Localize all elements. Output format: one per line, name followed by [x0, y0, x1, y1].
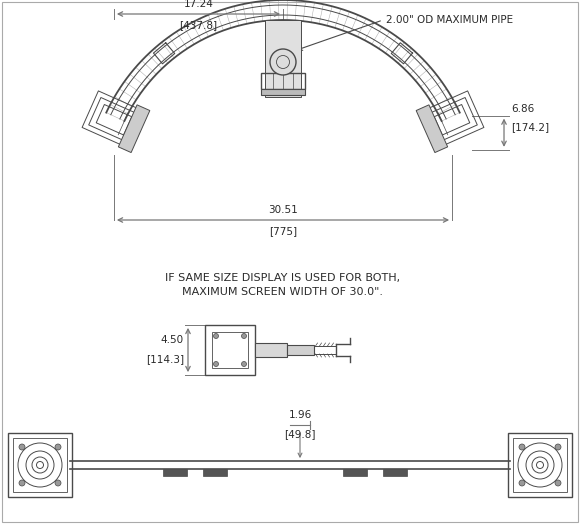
Bar — [203, 469, 227, 476]
Circle shape — [55, 444, 61, 450]
Bar — [13, 438, 67, 492]
Text: 30.51: 30.51 — [268, 205, 298, 215]
Circle shape — [555, 480, 561, 486]
Bar — [508, 433, 572, 497]
Circle shape — [213, 333, 219, 339]
Text: 4.50: 4.50 — [161, 335, 184, 345]
Text: 2.00" OD MAXIMUM PIPE: 2.00" OD MAXIMUM PIPE — [386, 15, 513, 25]
Circle shape — [241, 362, 246, 366]
Text: [114.3]: [114.3] — [146, 354, 184, 364]
Text: [49.8]: [49.8] — [284, 429, 316, 439]
Circle shape — [19, 444, 25, 450]
Text: [437.8]: [437.8] — [179, 20, 218, 30]
Circle shape — [213, 362, 219, 366]
Bar — [212, 332, 248, 368]
Bar — [8, 433, 72, 497]
Bar — [383, 469, 407, 476]
Text: MAXIMUM SCREEN WIDTH OF 30.0".: MAXIMUM SCREEN WIDTH OF 30.0". — [183, 287, 383, 297]
Circle shape — [519, 444, 525, 450]
Circle shape — [519, 480, 525, 486]
Bar — [205, 325, 255, 375]
Circle shape — [270, 49, 296, 75]
Bar — [265, 20, 301, 97]
Circle shape — [55, 480, 61, 486]
Circle shape — [555, 444, 561, 450]
Bar — [261, 89, 305, 95]
Text: 1.96: 1.96 — [288, 410, 311, 420]
Text: 17.24: 17.24 — [183, 0, 213, 9]
Circle shape — [241, 333, 246, 339]
Bar — [163, 469, 187, 476]
Text: 6.86: 6.86 — [511, 104, 534, 114]
Bar — [513, 438, 567, 492]
Bar — [343, 469, 367, 476]
Bar — [261, 73, 305, 89]
Circle shape — [19, 480, 25, 486]
Polygon shape — [416, 105, 448, 152]
Bar — [255, 343, 287, 357]
Text: [775]: [775] — [269, 226, 297, 236]
Bar — [287, 345, 314, 355]
Polygon shape — [118, 105, 150, 152]
Text: [174.2]: [174.2] — [511, 122, 549, 132]
Text: IF SAME SIZE DISPLAY IS USED FOR BOTH,: IF SAME SIZE DISPLAY IS USED FOR BOTH, — [165, 273, 401, 283]
